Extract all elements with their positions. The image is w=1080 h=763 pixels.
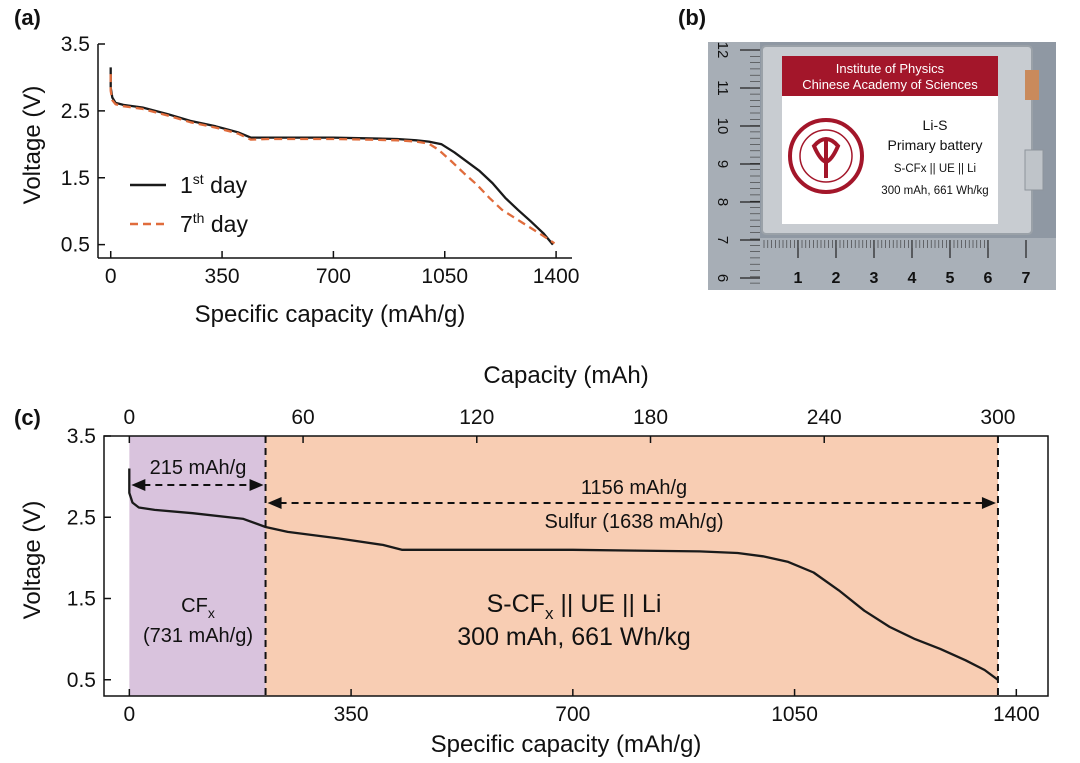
cfx-arrow-head-left — [131, 479, 146, 491]
label-header-line1: Institute of Physics — [836, 61, 945, 76]
label-body — [782, 96, 998, 224]
x-tick-label: 1050 — [771, 703, 818, 726]
cfx-capacity-label: 215 mAh/g — [150, 457, 247, 479]
vertical-ruler — [708, 42, 760, 290]
legend-day1-label: 1st day — [180, 171, 248, 198]
y-tick-label: 2.5 — [67, 506, 96, 529]
top-x-tick-label: 120 — [459, 406, 494, 429]
label-header-band — [782, 56, 998, 96]
x-tick-label: 700 — [316, 265, 351, 288]
horizontal-ruler-number: 3 — [870, 270, 879, 287]
horizontal-ruler-number: 7 — [1022, 270, 1031, 287]
horizontal-ruler-number: 6 — [984, 270, 993, 287]
vertical-ruler-number: 6 — [714, 274, 731, 282]
copper-tab — [1025, 70, 1039, 100]
y-tick-label: 3.5 — [67, 425, 96, 448]
y-tick-label: 0.5 — [61, 234, 90, 257]
horizontal-ruler-number: 1 — [794, 270, 803, 287]
y-tick-label: 1.5 — [61, 167, 90, 190]
panel-a-ylabel: Voltage (V) — [19, 86, 46, 205]
series-line-2 — [109, 74, 556, 245]
vertical-ruler-number: 11 — [714, 80, 731, 96]
y-tick-label: 2.5 — [61, 100, 90, 123]
cell-chemistry-label: S-CFx || UE || Li — [487, 590, 662, 623]
vertical-ruler-number: 9 — [714, 160, 731, 168]
cfx-arrow-head-right — [249, 479, 264, 491]
label-header-line2: Chinese Academy of Sciences — [802, 77, 978, 92]
seal-emblem — [811, 137, 841, 178]
top-x-tick-label: 60 — [291, 406, 314, 429]
aluminum-tab — [1024, 149, 1044, 191]
label-title1: Li-S — [923, 117, 948, 133]
y-tick-label: 3.5 — [61, 33, 90, 56]
vertical-ruler-ticks: 12 11 10 9 8 7 6 — [714, 42, 760, 284]
label-spec: 300 mAh, 661 Wh/kg — [881, 185, 988, 197]
panel-a-chart: 0 350 700 1050 1400 0.5 1.5 2.5 3.5 — [61, 33, 580, 288]
vertical-ruler-number: 8 — [714, 198, 731, 206]
panel-c-ylabel: Voltage (V) — [19, 501, 46, 620]
panel-c-top-xlabel: Capacity (mAh) — [483, 362, 648, 389]
cfx-theory-label: (731 mAh/g) — [143, 625, 253, 647]
series-line-1 — [128, 468, 999, 681]
x-tick-label: 700 — [555, 703, 590, 726]
top-x-tick-label: 240 — [807, 406, 842, 429]
sulfur-theory-label: Sulfur (1638 mAh/g) — [545, 511, 724, 533]
horizontal-ruler-number: 4 — [908, 270, 917, 287]
x-tick-label: 350 — [334, 703, 369, 726]
vertical-ruler-number: 10 — [714, 118, 731, 135]
x-tick-label: 0 — [123, 703, 135, 726]
top-x-tick-label: 180 — [633, 406, 668, 429]
label-chemistry: S-CFx || UE || Li — [894, 163, 976, 175]
region-cfx — [129, 436, 266, 696]
panel-b-letter: (b) — [678, 5, 706, 30]
y-tick-label: 0.5 — [67, 669, 96, 692]
panel-c-letter: (c) — [14, 405, 41, 430]
top-x-tick-label: 300 — [980, 406, 1015, 429]
region-sulfur — [265, 436, 998, 696]
axes-frame — [103, 435, 1049, 697]
panel-c-xlabel: Specific capacity (mAh/g) — [431, 731, 702, 758]
x-tick-label: 1050 — [421, 265, 468, 288]
sulfur-arrow-head-left — [267, 497, 282, 509]
x-tick-label: 1400 — [993, 703, 1040, 726]
top-x-tick-label: 0 — [123, 406, 135, 429]
institute-seal — [788, 118, 864, 194]
x-tick-label: 1400 — [533, 265, 580, 288]
legend-day7-label: 7th day — [180, 210, 248, 237]
horizontal-ruler-number: 2 — [832, 270, 841, 287]
panel-a-xlabel: Specific capacity (mAh/g) — [195, 301, 466, 328]
panel-a-letter: (a) — [14, 5, 41, 30]
horizontal-ruler-ticks: 1 2 3 4 5 6 7 — [763, 240, 1031, 287]
vertical-ruler-number: 12 — [714, 42, 731, 59]
sulfur-arrow-head-right — [981, 497, 996, 509]
horizontal-ruler-number: 5 — [946, 270, 955, 287]
series-line-1 — [109, 67, 554, 246]
panel-c-chart: 0 350 700 1050 1400 0.5 1.5 2.5 3.5 0 60 120 180 240 3… — [67, 406, 1049, 726]
seal-inner-ring — [799, 129, 853, 183]
y-tick-label: 1.5 — [67, 588, 96, 611]
panel-a-legend: 1st day 7th day — [130, 171, 248, 237]
vertical-ruler-number: 7 — [714, 236, 731, 244]
cfx-label: CFx — [181, 595, 215, 621]
x-tick-label: 0 — [105, 265, 117, 288]
x-tick-label: 350 — [205, 265, 240, 288]
label-title2: Primary battery — [888, 137, 983, 153]
cell-spec-label: 300 mAh, 661 Wh/kg — [457, 623, 690, 651]
sulfur-capacity-label: 1156 mAh/g — [581, 477, 687, 499]
